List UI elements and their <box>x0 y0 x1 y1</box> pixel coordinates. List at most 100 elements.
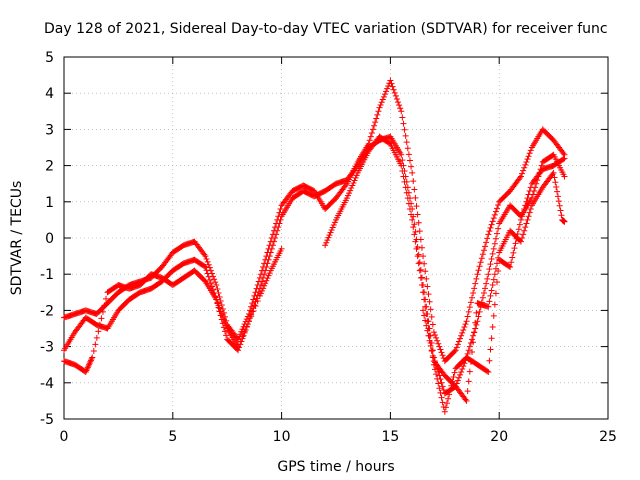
data-point <box>469 294 475 301</box>
data-point <box>204 258 211 265</box>
data-point <box>204 270 211 277</box>
data-point <box>272 235 279 241</box>
data-point <box>376 104 383 111</box>
data-point <box>436 385 443 392</box>
data-point <box>331 219 338 226</box>
data-point <box>424 327 431 334</box>
data-point <box>217 297 224 304</box>
data-point <box>400 173 407 180</box>
data-point <box>266 270 273 277</box>
data-point <box>366 137 373 144</box>
data-point <box>495 254 502 261</box>
data-point <box>423 275 430 282</box>
data-point <box>405 151 412 158</box>
data-point <box>237 338 244 345</box>
data-point <box>401 126 408 133</box>
data-point <box>324 237 331 244</box>
data-point <box>429 321 436 328</box>
data-point <box>486 266 493 273</box>
data-point <box>406 157 413 164</box>
data-point <box>410 224 417 231</box>
data-point <box>261 282 268 289</box>
data-point <box>487 261 494 268</box>
data-point <box>420 307 427 314</box>
data-point <box>85 363 92 370</box>
x-tick-label: 25 <box>599 429 617 445</box>
data-point <box>526 150 533 157</box>
data-point <box>416 259 423 266</box>
data-point <box>489 282 496 289</box>
data-point <box>433 371 440 378</box>
data-point <box>483 280 490 287</box>
data-point <box>472 280 479 287</box>
data-point <box>402 184 409 191</box>
data-point <box>465 308 472 315</box>
data-point <box>488 335 495 342</box>
data-point <box>367 133 374 140</box>
data-point <box>421 312 428 319</box>
data-point <box>492 265 499 272</box>
y-tick-label: 1 <box>45 195 54 211</box>
data-point <box>206 264 213 271</box>
data-point <box>378 99 385 106</box>
data-point <box>92 341 99 348</box>
data-point <box>252 303 259 310</box>
data-point <box>521 206 528 213</box>
data-point <box>400 120 407 127</box>
data-point <box>494 205 501 212</box>
data-point <box>491 271 498 278</box>
data-point <box>202 263 209 270</box>
series-track-3 <box>61 133 568 415</box>
data-point <box>329 224 336 231</box>
data-point <box>415 251 422 258</box>
data-point <box>457 371 464 378</box>
data-point <box>458 368 465 375</box>
data-point <box>525 213 532 220</box>
data-point <box>414 253 421 260</box>
data-point <box>277 206 284 213</box>
data-point <box>479 294 486 301</box>
data-point <box>421 296 428 303</box>
data-point <box>404 145 411 152</box>
data-point <box>415 260 422 267</box>
data-point <box>441 408 448 415</box>
data-point <box>240 332 247 339</box>
data-point <box>84 364 91 371</box>
data-point <box>526 209 533 216</box>
data-point <box>556 202 563 209</box>
data-point <box>437 389 444 396</box>
data-point <box>381 91 388 98</box>
data-point <box>519 235 526 241</box>
data-point <box>274 227 281 234</box>
data-point <box>268 245 275 252</box>
data-point <box>95 328 102 335</box>
data-point <box>522 161 529 168</box>
data-point <box>399 114 406 121</box>
data-point <box>409 169 416 176</box>
data-point <box>399 157 406 164</box>
data-point <box>472 319 479 326</box>
data-point <box>488 255 495 262</box>
data-point <box>492 290 499 297</box>
data-point <box>273 231 280 238</box>
data-point <box>467 299 474 306</box>
data-point <box>443 400 450 407</box>
data-point <box>465 378 472 385</box>
data-point <box>353 164 360 171</box>
data-point <box>523 158 530 165</box>
data-point <box>511 245 518 252</box>
y-tick-label: -4 <box>40 376 54 392</box>
data-point <box>427 306 434 313</box>
data-point <box>411 231 418 238</box>
data-point <box>235 343 242 350</box>
data-point <box>242 326 249 333</box>
data-point <box>278 245 285 252</box>
data-point <box>426 298 433 305</box>
data-point <box>485 271 492 278</box>
y-tick-label: 0 <box>45 231 54 247</box>
data-point <box>423 322 430 329</box>
data-point <box>485 231 492 238</box>
data-point <box>411 186 418 193</box>
x-tick-label: 15 <box>381 429 399 445</box>
data-point <box>457 335 464 342</box>
